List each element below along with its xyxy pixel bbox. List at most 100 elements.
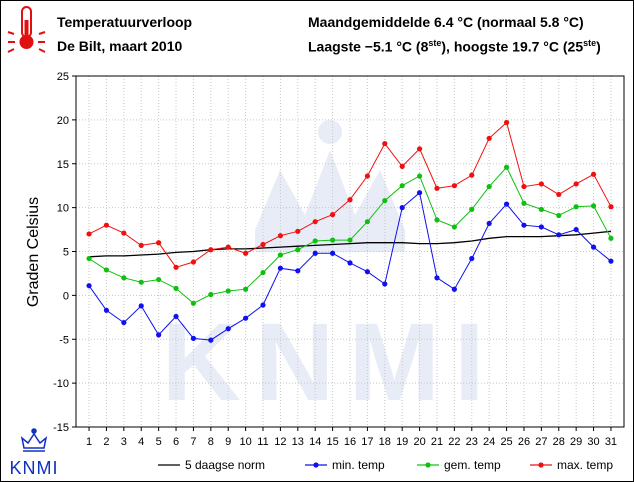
x-tick-label: 30	[587, 436, 599, 448]
data-point	[190, 259, 197, 265]
data-point	[451, 286, 457, 292]
data-point	[382, 198, 388, 204]
crown-icon	[20, 428, 48, 452]
data-point	[608, 204, 614, 210]
x-tick-label: 14	[309, 436, 321, 448]
x-tick-label: 31	[605, 436, 617, 448]
y-tick-label: -10	[53, 378, 69, 390]
data-point	[173, 313, 179, 320]
extremes-mid: ), hoogste 19.7 °C (25	[441, 38, 584, 55]
x-tick-label: 7	[190, 436, 196, 448]
data-point	[434, 275, 440, 281]
data-point	[312, 250, 318, 256]
data-point	[138, 303, 144, 309]
data-point	[347, 237, 353, 243]
x-tick-label: 2	[103, 436, 109, 448]
data-point	[399, 163, 405, 169]
data-point	[590, 171, 597, 177]
x-tick-label: 1	[86, 436, 92, 448]
x-tick-label: 26	[518, 436, 530, 448]
data-point	[434, 185, 440, 191]
legend-label: gem. temp	[444, 458, 501, 472]
data-point	[277, 265, 284, 271]
data-point	[225, 244, 231, 250]
data-point	[103, 307, 110, 313]
data-point	[243, 250, 249, 256]
x-tick-label: 6	[173, 436, 179, 448]
data-point	[486, 183, 492, 190]
data-point	[521, 200, 527, 206]
data-point	[538, 224, 544, 230]
x-tick-label: 12	[274, 436, 286, 448]
x-tick-label: 23	[466, 436, 478, 448]
data-point	[103, 222, 110, 228]
data-point	[521, 183, 527, 190]
legend-marker	[425, 462, 431, 468]
data-point	[486, 220, 492, 227]
data-point	[364, 219, 370, 225]
data-point	[416, 173, 423, 179]
extremes-sup-2: ste	[583, 38, 597, 48]
data-point	[86, 231, 92, 237]
data-point	[538, 206, 544, 212]
y-tick-label: 15	[57, 159, 69, 171]
data-point	[330, 237, 336, 243]
data-point	[590, 203, 597, 209]
data-point	[347, 260, 353, 266]
x-tick-label: 17	[361, 436, 373, 448]
legend-marker	[313, 462, 319, 468]
data-point	[208, 291, 214, 298]
data-point	[156, 332, 162, 338]
data-point	[364, 269, 370, 275]
data-point	[347, 197, 353, 203]
data-point	[243, 286, 249, 292]
data-point	[503, 164, 510, 170]
data-point	[590, 244, 597, 250]
data-point	[556, 232, 562, 238]
data-point	[156, 276, 162, 283]
data-point	[295, 247, 301, 253]
data-point	[225, 326, 231, 332]
data-point	[451, 183, 457, 189]
data-point	[243, 315, 249, 321]
x-tick-label: 20	[413, 436, 425, 448]
data-point	[573, 226, 579, 233]
data-point	[173, 285, 179, 291]
thermometer-icon	[7, 6, 46, 53]
x-tick-label: 25	[500, 436, 512, 448]
legend-label: min. temp	[332, 458, 385, 472]
data-point	[382, 281, 388, 287]
data-point	[103, 267, 110, 273]
monthly-average: Maandgemiddelde 6.4 °C (normaal 5.8 °C)	[308, 14, 584, 30]
y-tick-label: 25	[57, 71, 69, 83]
x-tick-label: 3	[121, 436, 127, 448]
data-point	[190, 335, 197, 341]
data-point	[277, 252, 284, 258]
data-point	[399, 205, 405, 211]
data-point	[156, 240, 162, 246]
x-tick-label: 8	[208, 436, 214, 448]
chart-title: Temperatuurverloop	[57, 14, 193, 30]
series-line	[88, 230, 612, 258]
data-point	[330, 250, 336, 256]
data-point	[86, 255, 92, 262]
data-point	[469, 206, 475, 212]
extremes-prefix: Laagste −5.1 °C (8	[308, 38, 429, 55]
data-point	[486, 135, 492, 141]
x-tick-label: 18	[379, 436, 391, 448]
data-point	[86, 283, 92, 289]
data-point	[190, 300, 197, 306]
data-point	[573, 204, 579, 210]
legend-label: max. temp	[557, 458, 613, 472]
data-point	[608, 235, 614, 241]
extremes-line: Laagste −5.1 °C (8 ste), hoogste 19.7 °C …	[308, 38, 601, 55]
y-tick-label: 0	[63, 290, 69, 302]
data-point	[556, 191, 562, 198]
data-point	[364, 173, 370, 179]
chart-subtitle: De Bilt, maart 2010	[57, 38, 183, 54]
x-tick-label: 13	[292, 436, 304, 448]
plot-area-border	[75, 75, 625, 428]
x-tick-label: 27	[535, 436, 547, 448]
